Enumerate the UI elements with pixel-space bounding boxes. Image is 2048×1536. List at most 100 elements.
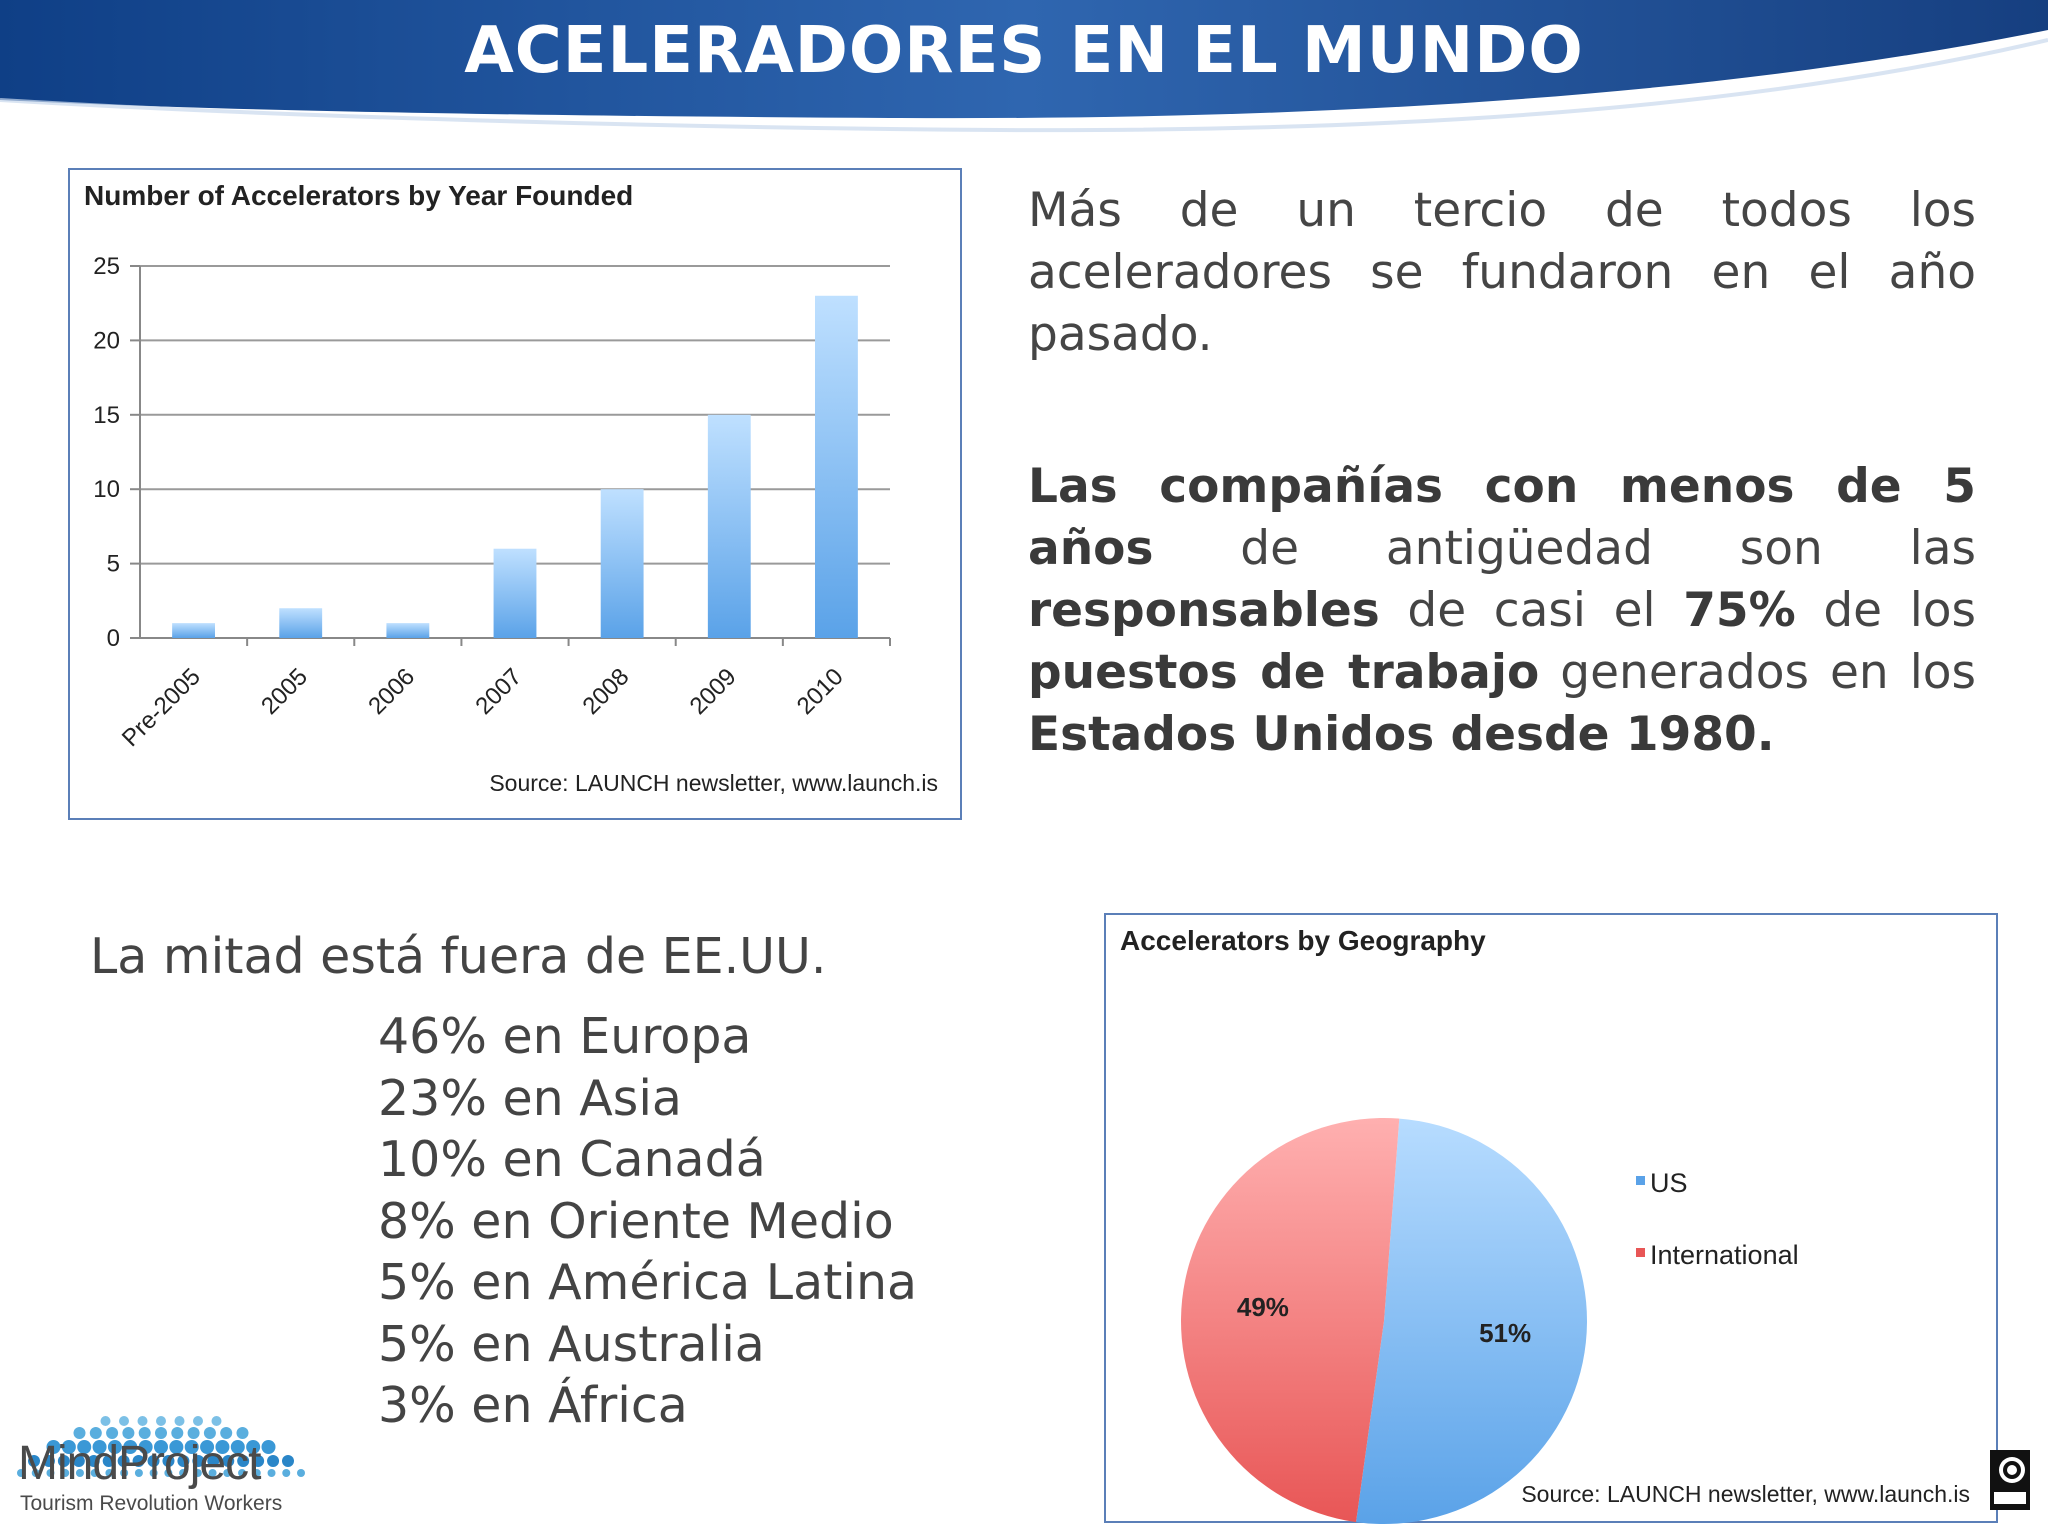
pie-slice <box>1180 1117 1400 1523</box>
logo-dot <box>220 1427 233 1439</box>
slide-title: ACELERADORES EN EL MUNDO <box>464 14 1584 88</box>
creative-commons-icon <box>1990 1450 2030 1510</box>
logo-dot <box>61 1440 76 1454</box>
logo-dot <box>134 1469 143 1477</box>
logo-dot <box>107 1440 122 1454</box>
y-tick-label: 10 <box>93 476 120 503</box>
bar-chart-source: Source: LAUNCH newsletter, www.launch.is <box>489 770 938 796</box>
x-tick-label: Pre-2005 <box>117 663 206 752</box>
y-tick-label: 25 <box>93 253 120 280</box>
emphasis-text: responsables <box>1028 583 1380 638</box>
body-text: generados en los <box>1539 645 1977 700</box>
logo-dot <box>119 1416 129 1426</box>
paragraph-two: Las compañías con menos de 5 años de ant… <box>1028 456 1976 766</box>
logo-dot <box>171 1427 184 1439</box>
logo-dot <box>207 1455 220 1467</box>
x-tick-label: 2009 <box>685 663 742 720</box>
logo-dot <box>193 1469 202 1477</box>
logo-dot <box>237 1455 250 1467</box>
pie-data-label: 51% <box>1479 1318 1531 1348</box>
region-item: 46% en Europa <box>378 1008 752 1065</box>
logo-dot <box>156 1416 166 1426</box>
pie-slice <box>1356 1118 1587 1524</box>
logo-dot <box>223 1469 232 1477</box>
region-item: 5% en América Latina <box>378 1254 918 1311</box>
logo-dot <box>184 1440 199 1454</box>
logo-dot <box>162 1455 175 1467</box>
x-tick-label: 2008 <box>578 663 635 720</box>
logo-dot <box>122 1427 135 1439</box>
logo-dot <box>138 1427 151 1439</box>
logo-dot <box>169 1440 184 1454</box>
logo-dot <box>238 1469 247 1477</box>
logo-dot <box>117 1455 130 1467</box>
logo-dot <box>46 1469 55 1477</box>
x-tick-label: 2007 <box>470 663 527 720</box>
y-tick-label: 15 <box>93 402 120 429</box>
logo-dot <box>102 1455 115 1467</box>
body-text: de casi el <box>1379 583 1684 638</box>
logo-dot <box>100 1416 111 1426</box>
logo-dot <box>46 1440 61 1454</box>
logo-dot <box>57 1455 70 1467</box>
logo-dot <box>137 1416 148 1426</box>
pie-chart-title: Accelerators by Geography <box>1120 925 1486 956</box>
y-tick-label: 0 <box>107 625 120 652</box>
logo-dot <box>179 1469 188 1477</box>
logo-dot <box>297 1469 305 1477</box>
paragraph-one: Más de un tercio de todos los acelerador… <box>1028 183 1976 362</box>
body-text: de antigüedad son las <box>1153 521 1976 576</box>
legend-swatch <box>1636 1176 1645 1185</box>
logo-dot <box>77 1440 92 1454</box>
logo-dot <box>147 1455 160 1467</box>
logo-dot <box>200 1440 215 1454</box>
region-item: 8% en Oriente Medio <box>378 1192 894 1250</box>
logo-dot <box>174 1416 185 1426</box>
logo-name: MindProject <box>18 1437 261 1490</box>
logo-dot <box>192 1455 205 1467</box>
logo-dot <box>211 1416 222 1426</box>
logo-dot <box>123 1440 138 1454</box>
logo-dot <box>208 1469 217 1477</box>
logo-dot <box>132 1455 145 1467</box>
logo-dot <box>31 1469 40 1477</box>
logo-dot <box>61 1469 70 1477</box>
logo-dot <box>261 1440 276 1454</box>
logo-dot <box>215 1440 230 1454</box>
region-item: 5% en Australia <box>378 1315 765 1373</box>
logo-dot <box>177 1455 190 1467</box>
pie-chart-panel: 51% 49% US International Accelerators by Ge… <box>1104 913 1998 1524</box>
region-item: 3% en África <box>378 1377 688 1434</box>
logo-tagline: Tourism Revolution Workers <box>20 1492 283 1515</box>
logo-dot <box>17 1469 25 1477</box>
logo-dot <box>149 1469 158 1477</box>
emphasis-text: Estados Unidos desde 1980. <box>1028 707 1775 762</box>
logo-dot <box>154 1440 168 1454</box>
legend-label: US <box>1650 1168 1688 1198</box>
logo-dot <box>222 1455 235 1467</box>
logo-dot <box>252 1469 261 1477</box>
bar <box>600 489 644 638</box>
logo-dot <box>246 1440 261 1454</box>
wave-dots-logo-icon <box>17 1416 305 1477</box>
logo-dot <box>120 1469 129 1477</box>
bar <box>279 608 323 638</box>
logo-dot <box>236 1427 249 1439</box>
bar <box>386 623 430 638</box>
logo-dot <box>282 1469 291 1477</box>
region-item: 23% en Asia <box>378 1069 682 1127</box>
body-text: de los <box>1795 583 1977 638</box>
header-banner <box>0 0 2048 133</box>
x-tick-label: 2005 <box>256 663 313 720</box>
logo-dot <box>92 1440 107 1454</box>
bar <box>172 623 215 638</box>
bar-chart-title: Number of Accelerators by Year Founded <box>84 180 634 211</box>
logo-dot <box>28 1455 40 1467</box>
logo-dot <box>75 1469 84 1477</box>
x-tick-label: 2006 <box>363 663 420 720</box>
logo-dot <box>89 1427 102 1439</box>
logo-dot <box>87 1455 100 1467</box>
emphasis-text: Las compañías con menos de 5 años <box>1028 459 1976 576</box>
pie-chart: 51% 49% US International <box>1180 1117 1799 1524</box>
logo-dot <box>203 1427 216 1439</box>
